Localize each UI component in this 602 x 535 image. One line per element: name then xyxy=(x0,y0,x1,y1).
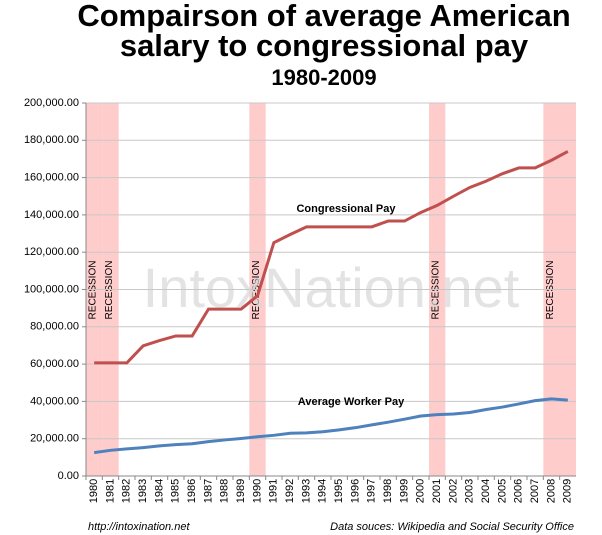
x-tick-label: 2001 xyxy=(431,479,443,503)
series-label: Congressional Pay xyxy=(296,203,396,215)
x-tick-label: 1986 xyxy=(186,479,198,503)
x-tick-label: 1991 xyxy=(268,479,280,503)
y-tick-label: 140,000.00 xyxy=(24,209,79,221)
y-tick-label: 100,000.00 xyxy=(24,283,79,295)
x-tick-label: 1985 xyxy=(170,479,182,503)
x-tick-label: 1997 xyxy=(366,479,378,503)
y-tick-label: 20,000.00 xyxy=(30,433,79,445)
footer-left: http://intoxination.net xyxy=(88,521,190,533)
x-tick-label: 1984 xyxy=(153,479,165,503)
footer-right: Data souces: Wikipedia and Social Securi… xyxy=(330,521,574,533)
x-tick-label: 1980 xyxy=(88,479,100,503)
x-tick-label: 1996 xyxy=(349,479,361,503)
x-tick-label: 1994 xyxy=(317,479,329,503)
y-tick-label: 180,000.00 xyxy=(24,134,79,146)
y-tick-label: 80,000.00 xyxy=(30,321,79,333)
x-tick-label: 1981 xyxy=(104,479,116,503)
series-label: Average Worker Pay xyxy=(298,396,405,408)
x-tick-label: 2007 xyxy=(529,479,541,503)
y-tick-label: 0.00 xyxy=(58,470,79,482)
y-tick-label: 200,000.00 xyxy=(24,97,79,109)
x-tick-label: 1992 xyxy=(284,479,296,503)
series-line xyxy=(93,397,568,455)
y-tick-label: 40,000.00 xyxy=(30,395,79,407)
chart-title: Compairson of average American xyxy=(77,0,570,33)
chart-subtitle: 1980-2009 xyxy=(271,65,376,90)
x-tick-label: 1999 xyxy=(398,479,410,503)
x-tick-label: 2000 xyxy=(415,479,427,503)
x-tick-label: 1987 xyxy=(202,479,214,503)
x-tick-label: 1983 xyxy=(137,479,149,503)
x-tick-label: 1989 xyxy=(235,479,247,503)
x-tick-label: 1990 xyxy=(251,479,263,503)
x-tick-label: 2002 xyxy=(447,479,459,503)
x-tick-label: 1998 xyxy=(382,479,394,503)
x-tick-label: 2003 xyxy=(464,479,476,503)
x-tick-label: 2005 xyxy=(496,479,508,503)
series-line xyxy=(94,150,569,365)
x-tick-label: 2008 xyxy=(545,479,557,503)
y-tick-label: 120,000.00 xyxy=(24,246,79,258)
x-tick-label: 1988 xyxy=(219,479,231,503)
x-tick-label: 1993 xyxy=(300,479,312,503)
x-tick-label: 2009 xyxy=(562,479,574,503)
watermark: IntoxNation.net xyxy=(143,256,520,319)
x-tick-label: 1995 xyxy=(333,479,345,503)
y-tick-label: 160,000.00 xyxy=(24,172,79,184)
x-tick-label: 1982 xyxy=(121,479,133,503)
chart-title: salary to congressional pay xyxy=(120,28,529,63)
x-tick-label: 2006 xyxy=(513,479,525,503)
y-tick-label: 60,000.00 xyxy=(30,358,79,370)
x-tick-label: 2004 xyxy=(480,479,492,503)
